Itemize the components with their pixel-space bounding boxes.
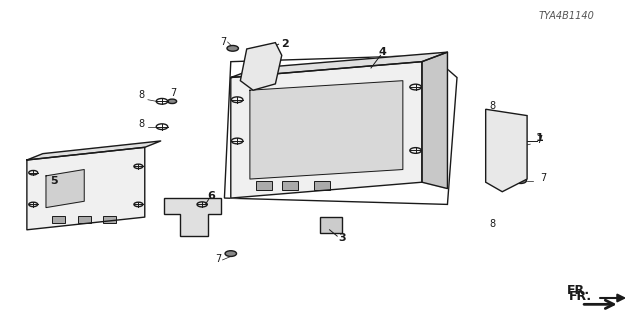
Text: FR.: FR. xyxy=(568,290,591,303)
Polygon shape xyxy=(422,52,447,188)
Bar xyxy=(103,215,116,223)
Circle shape xyxy=(225,251,237,256)
Text: 4: 4 xyxy=(378,47,387,57)
Circle shape xyxy=(227,45,239,51)
Text: 3: 3 xyxy=(339,233,346,243)
Polygon shape xyxy=(486,109,527,192)
Text: 6: 6 xyxy=(208,191,216,202)
Text: 7: 7 xyxy=(170,88,177,98)
Polygon shape xyxy=(241,43,282,90)
Polygon shape xyxy=(250,81,403,179)
Text: 7: 7 xyxy=(215,253,221,263)
Polygon shape xyxy=(231,52,447,77)
Text: 7: 7 xyxy=(537,134,543,145)
Text: TYA4B1140: TYA4B1140 xyxy=(538,11,594,21)
Text: 8: 8 xyxy=(489,219,495,228)
Text: 2: 2 xyxy=(281,39,289,49)
Polygon shape xyxy=(46,170,84,208)
Polygon shape xyxy=(320,217,342,233)
Circle shape xyxy=(168,99,177,104)
Bar xyxy=(314,180,330,190)
Text: 7: 7 xyxy=(540,172,546,183)
Bar xyxy=(256,180,272,190)
Circle shape xyxy=(515,178,527,183)
Text: 5: 5 xyxy=(50,176,58,186)
Bar xyxy=(282,180,298,190)
Polygon shape xyxy=(231,62,422,198)
Bar xyxy=(78,215,91,223)
Polygon shape xyxy=(27,147,145,230)
Polygon shape xyxy=(27,141,161,160)
Polygon shape xyxy=(164,198,221,236)
Text: 8: 8 xyxy=(138,90,145,100)
Text: 8: 8 xyxy=(138,119,145,129)
Circle shape xyxy=(512,143,524,148)
Text: 1: 1 xyxy=(536,133,544,143)
Text: 7: 7 xyxy=(220,37,227,47)
Bar xyxy=(52,215,65,223)
Text: 8: 8 xyxy=(489,101,495,111)
Text: FR.: FR. xyxy=(566,284,589,297)
